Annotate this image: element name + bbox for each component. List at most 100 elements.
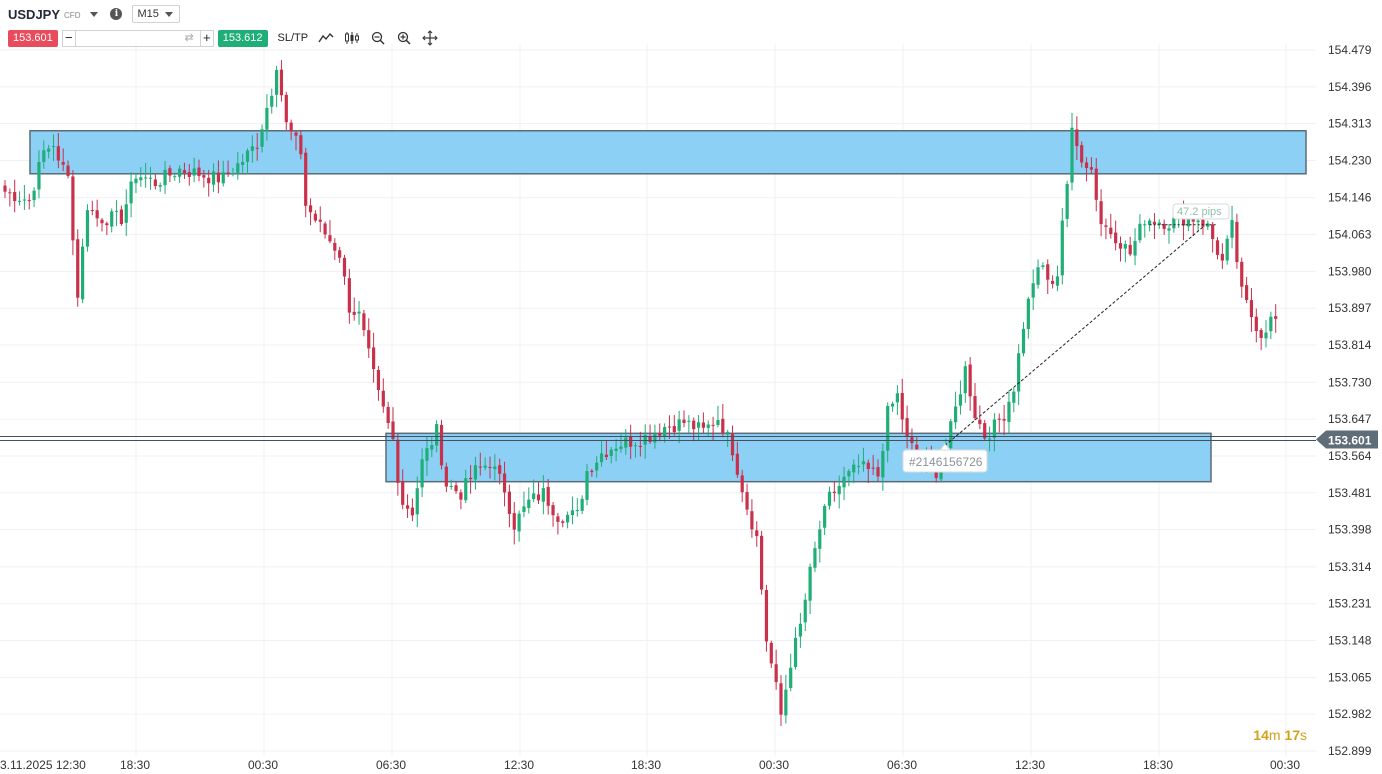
candle-body	[667, 426, 672, 428]
time-tick-label: 06:30	[376, 758, 406, 772]
timer-minutes-unit: m	[1268, 727, 1281, 743]
candle-body	[886, 406, 890, 451]
candle-body	[580, 498, 584, 511]
candle-body	[687, 420, 691, 422]
crosshair-icon[interactable]	[422, 30, 438, 46]
measure-label-bg	[1172, 203, 1230, 220]
candle-body	[328, 235, 332, 242]
candle-body	[1089, 167, 1093, 170]
price-tick-label: 152.982	[1328, 707, 1372, 721]
candle-body	[973, 396, 977, 419]
candle-body	[1109, 227, 1113, 235]
zoom-in-icon[interactable]	[396, 30, 412, 46]
candle-body	[1249, 300, 1254, 318]
candle-body	[512, 513, 516, 530]
decrease-quantity-button[interactable]: −	[61, 29, 76, 47]
candle-body	[66, 165, 70, 176]
sltp-button[interactable]: SL/TP	[277, 32, 309, 44]
candle-body	[570, 510, 575, 516]
candle-body	[1148, 220, 1152, 226]
candle-body	[182, 170, 187, 174]
candle-body	[32, 190, 36, 201]
current-price-label-bg	[1316, 430, 1378, 449]
candle-body	[968, 364, 972, 397]
candle-body	[1017, 353, 1021, 392]
candle-body	[1070, 127, 1074, 183]
candle-body	[711, 424, 715, 426]
timeframe-select[interactable]: M15	[132, 5, 180, 23]
candle-body	[231, 173, 235, 175]
candle-body	[1220, 253, 1224, 261]
measure-line	[940, 226, 1204, 450]
candle-body	[493, 466, 497, 470]
candle-body	[420, 459, 424, 488]
candle-body	[827, 491, 832, 506]
time-tick-label: 06:30	[887, 758, 917, 772]
candle-body	[750, 511, 754, 530]
candle-body	[1225, 238, 1229, 261]
candle-body	[1172, 217, 1176, 229]
candle-body	[677, 419, 681, 431]
candle-body	[372, 347, 376, 370]
candle-body	[954, 406, 958, 423]
axes: 154.479 154.396 154.313 154.230 154.146 154.0…	[0, 43, 1372, 772]
price-tick-label: 153.897	[1328, 301, 1372, 315]
candle-body	[658, 432, 662, 436]
candles-icon[interactable]	[344, 30, 360, 46]
price-tick-label: 153.231	[1328, 597, 1372, 611]
candle-body	[726, 431, 730, 435]
candle-body	[381, 390, 385, 407]
buy-button[interactable]: 153.612	[217, 29, 268, 47]
candle-body	[134, 178, 138, 184]
line-chart-icon[interactable]	[318, 30, 334, 46]
candle-body	[1206, 223, 1210, 227]
instrument-type-label: CFD	[64, 11, 81, 20]
symbol-dropdown-icon[interactable]	[90, 11, 99, 17]
quantity-field-wrap: ⇄	[75, 29, 200, 47]
candle-body	[803, 599, 807, 623]
candle-body	[454, 485, 458, 492]
candle-body	[362, 313, 366, 331]
candle-body	[517, 513, 521, 532]
candle-body	[3, 185, 7, 192]
candle-body	[837, 485, 841, 495]
candle-body	[333, 242, 337, 251]
candle-body	[861, 461, 866, 465]
candle-body	[1007, 401, 1011, 423]
candle-body	[1055, 276, 1060, 286]
candle-body	[585, 471, 589, 500]
candle-body	[624, 437, 628, 448]
increase-quantity-button[interactable]: +	[199, 29, 214, 47]
candle-body	[1114, 232, 1118, 244]
candles	[3, 60, 1278, 727]
candle-body	[1123, 243, 1127, 249]
candle-body	[275, 69, 279, 95]
candle-body	[483, 465, 487, 468]
zoom-out-icon[interactable]	[370, 30, 386, 46]
price-tick-label: 153.814	[1328, 338, 1372, 352]
candle-body	[425, 448, 429, 461]
swap-icon[interactable]: ⇄	[184, 31, 194, 44]
candle-body	[1196, 220, 1200, 223]
time-tick-label: 00:30	[1270, 758, 1300, 772]
info-icon[interactable]: i	[110, 8, 123, 20]
timer-seconds-unit: s	[1300, 727, 1307, 743]
candle-body	[1080, 145, 1084, 163]
candle-body	[236, 163, 240, 174]
candle-body	[226, 172, 230, 175]
candle-body	[473, 465, 478, 480]
candle-body	[144, 177, 148, 179]
candle-body	[1133, 240, 1137, 256]
candle-body	[1259, 330, 1263, 339]
quantity-input[interactable]	[75, 29, 200, 47]
current-price-label: 153.601	[1328, 434, 1372, 448]
candle-body	[284, 94, 288, 123]
candle-body	[774, 664, 778, 683]
candle-body	[1245, 285, 1249, 300]
chevron-down-icon	[164, 11, 173, 17]
candle-body	[1094, 168, 1098, 200]
sell-button[interactable]: 153.601	[8, 29, 58, 47]
candle-body	[478, 466, 482, 468]
candle-body	[1215, 240, 1220, 255]
